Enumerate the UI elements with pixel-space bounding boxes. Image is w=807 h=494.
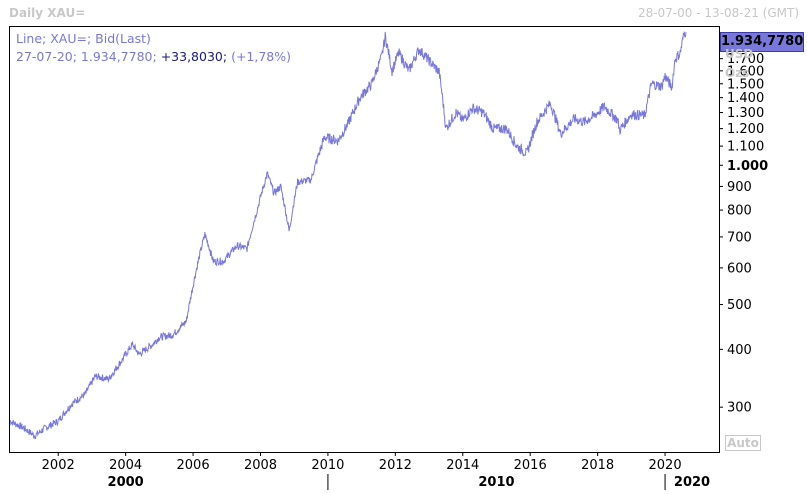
date-range: 28-07-00 - 13-08-21 (GMT)	[637, 6, 799, 20]
y-tick-label: 400	[727, 343, 752, 358]
y-tick-label: 1.200	[727, 122, 764, 137]
legend-change-pct: (+1,78%)	[231, 49, 292, 64]
y-tick-label: 900	[727, 180, 752, 195]
x-tick-label: 2006	[177, 458, 210, 473]
y-tick-label: 1.300	[727, 106, 764, 121]
legend: Line; XAU=; Bid(Last) 27-07-20; 1.934,77…	[16, 30, 291, 66]
x-tick-label: 2010	[311, 458, 344, 473]
x-tick-label: 2002	[42, 458, 75, 473]
weight-unit: Ozs	[725, 66, 750, 80]
y-tick-label: 800	[727, 204, 752, 219]
last-price-badge: 1.934,7780	[720, 32, 804, 52]
y-tick-label: 600	[727, 261, 752, 276]
legend-series-label: Line; XAU=; Bid(Last)	[16, 31, 151, 46]
legend-date-value: 27-07-20; 1.934,7780;	[16, 49, 157, 64]
y-tick-label: 1.100	[727, 140, 764, 155]
decade-label: 2000	[108, 475, 144, 490]
y-tick-label: 1.400	[727, 91, 764, 106]
y-tick-label: 500	[727, 298, 752, 313]
legend-change: +33,8030;	[160, 49, 228, 64]
price-series-line	[9, 31, 687, 440]
currency-unit: USD	[725, 47, 754, 61]
y-tick-label: 1.000	[727, 159, 768, 174]
x-tick-label: 2008	[244, 458, 277, 473]
y-tick-label: 1.700	[727, 52, 764, 67]
y-tick-label: 700	[727, 230, 752, 245]
x-tick-label: 2014	[446, 458, 479, 473]
x-tick-label: 2018	[581, 458, 614, 473]
x-tick-label: 2004	[109, 458, 142, 473]
instrument-title: Daily XAU=	[9, 6, 86, 20]
y-tick-label: 1.600	[727, 64, 764, 79]
plot-area[interactable]	[9, 26, 720, 453]
legend-value-line: 27-07-20; 1.934,7780; +33,8030; (+1,78%)	[16, 48, 291, 66]
chart-header: Daily XAU= 28-07-00 - 13-08-21 (GMT)	[0, 0, 807, 26]
y-tick-label: 1.500	[727, 77, 764, 92]
x-tick-label: 2012	[379, 458, 412, 473]
auto-scale-button[interactable]: Auto	[725, 435, 761, 451]
decade-label: 2020	[674, 475, 710, 490]
x-tick-label: 2016	[514, 458, 547, 473]
y-tick-label: 300	[727, 401, 752, 416]
decade-label: 2010	[478, 475, 514, 490]
x-tick-label: 2020	[649, 458, 682, 473]
